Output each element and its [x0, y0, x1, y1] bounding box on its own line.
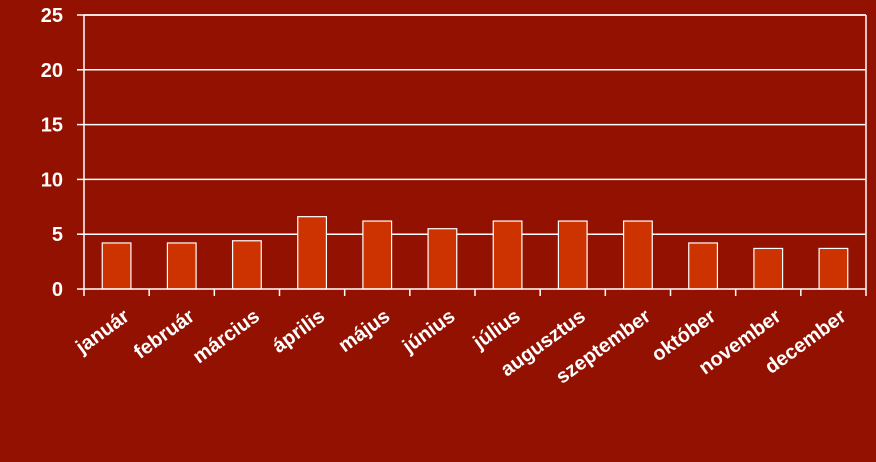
bars	[101, 216, 849, 290]
y-tick-label: 25	[41, 5, 63, 27]
x-category-label: március	[189, 305, 264, 368]
bar	[231, 240, 262, 290]
bar	[753, 247, 784, 290]
bar	[297, 216, 328, 290]
bar	[427, 228, 458, 290]
y-tick-label: 0	[52, 279, 63, 301]
bar	[166, 242, 197, 290]
bar	[492, 220, 523, 290]
y-tick-labels: 0 5 10 15 20 25	[41, 5, 63, 301]
x-category-label: április	[268, 305, 329, 357]
x-category-label: február	[130, 305, 199, 363]
x-category-label: május	[334, 305, 394, 357]
y-tick-label: 10	[41, 169, 63, 191]
y-tick-label: 20	[41, 60, 63, 82]
axes	[77, 14, 867, 296]
x-category-label: január	[71, 305, 133, 359]
x-category-label: július	[469, 305, 525, 354]
y-tick-label: 15	[41, 115, 63, 137]
gridlines	[84, 14, 866, 235]
bar	[688, 242, 719, 290]
bar	[622, 220, 653, 290]
x-category-label: június	[398, 305, 459, 358]
bar	[557, 220, 588, 290]
y-tick-label: 5	[52, 224, 63, 246]
bar	[101, 242, 132, 290]
bar	[818, 247, 849, 290]
bar	[362, 220, 393, 290]
